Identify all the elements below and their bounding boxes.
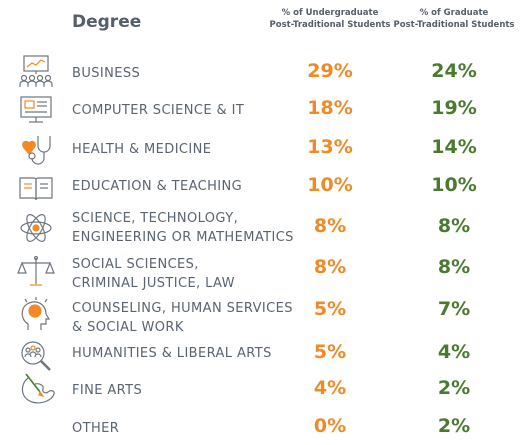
undergrad-percent: 0% [313,415,347,437]
degree-row-business: BUSINESS 29% 24% [0,54,522,92]
degree-label: EDUCATION & TEACHING [72,177,242,196]
degree-label: COMPUTER SCIENCE & IT [72,101,244,120]
graduate-percent: 19% [431,97,477,119]
graduate-percent: 7% [437,298,471,320]
undergrad-column-header: % of Undergraduate Post-Traditional Stud… [265,7,395,31]
paint-palette-icon [16,370,56,406]
undergrad-percent: 18% [307,97,353,119]
undergrad-percent: 5% [313,341,347,363]
degree-label-line-1: HEALTH & MEDICINE [72,142,212,157]
degree-label-line-1: COUNSELING, HUMAN SERVICES [72,301,293,316]
degree-label: COUNSELING, HUMAN SERVICES & SOCIAL WORK [72,299,293,337]
undergrad-percent: 10% [307,174,353,196]
undergrad-percent: 8% [313,256,347,278]
degree-label-line-1: FINE ARTS [72,383,143,398]
people-magnifier-icon [16,338,56,374]
atom-icon [16,210,56,246]
degree-label-line-2: CRIMINAL JUSTICE, LAW [72,276,235,291]
graduate-column-header: % of Graduate Post-Traditional Students [389,7,519,31]
degree-label-line-1: COMPUTER SCIENCE & IT [72,103,245,118]
degree-label: SCIENCE, TECHNOLOGY, ENGINEERING OR MATH… [72,209,294,247]
degree-header: Degree [72,12,142,32]
open-book-icon [16,170,56,206]
head-brain-icon [16,296,56,332]
degree-label: FINE ARTS [72,381,142,400]
degree-row-education: EDUCATION & TEACHING 10% 10% [0,168,522,206]
undergrad-header-line-1: % of Undergraduate [281,8,379,18]
degree-row-social-sciences: SOCIAL SCIENCES, CRIMINAL JUSTICE, LAW 8… [0,252,522,294]
degree-label-line-1: OTHER [72,421,120,436]
undergrad-percent: 5% [313,298,347,320]
degree-label-line-2: & SOCIAL WORK [72,320,184,335]
graduate-percent: 8% [437,215,471,237]
scales-of-justice-icon [16,254,56,290]
degree-label: OTHER [72,419,119,438]
undergrad-percent: 29% [307,60,353,82]
graduate-percent: 2% [437,377,471,399]
undergrad-percent: 4% [313,377,347,399]
stethoscope-heart-icon [16,132,56,168]
degree-label-line-1: BUSINESS [72,66,141,81]
degree-label-line-2: ENGINEERING OR MATHEMATICS [72,230,294,245]
computer-monitor-icon [16,92,56,128]
graduate-header-line-1: % of Graduate [419,8,489,18]
graduate-percent: 4% [437,341,471,363]
degree-label-line-1: EDUCATION & TEACHING [72,179,243,194]
degree-label-line-1: SCIENCE, TECHNOLOGY, [72,211,239,226]
undergrad-percent: 13% [307,136,353,158]
degree-row-health-medicine: HEALTH & MEDICINE 13% 14% [0,130,522,168]
degree-row-fine-arts: FINE ARTS 4% 2% [0,373,522,408]
degree-label: BUSINESS [72,64,140,83]
graduate-percent: 10% [431,174,477,196]
presentation-board-icon [16,54,56,90]
degree-row-stem: SCIENCE, TECHNOLOGY, ENGINEERING OR MATH… [0,206,522,252]
degree-row-counseling: COUNSELING, HUMAN SERVICES & SOCIAL WORK… [0,294,522,338]
undergrad-header-line-2: Post-Traditional Students [269,20,391,30]
degree-row-other: OTHER 0% 2% [0,410,522,444]
graduate-percent: 8% [437,256,471,278]
graduate-percent: 14% [431,136,477,158]
graduate-percent: 2% [437,415,471,437]
graduate-header-line-2: Post-Traditional Students [393,20,515,30]
undergrad-percent: 8% [313,215,347,237]
degree-label-line-1: HUMANITIES & LIBERAL ARTS [72,346,272,361]
degree-label: HUMANITIES & LIBERAL ARTS [72,344,272,363]
degree-row-humanities: HUMANITIES & LIBERAL ARTS 5% 4% [0,338,522,376]
degree-label: SOCIAL SCIENCES, CRIMINAL JUSTICE, LAW [72,255,235,293]
degree-row-computer-science: COMPUTER SCIENCE & IT 18% 19% [0,92,522,130]
degree-label: HEALTH & MEDICINE [72,140,211,159]
graduate-percent: 24% [431,60,477,82]
degree-label-line-1: SOCIAL SCIENCES, [72,257,199,272]
